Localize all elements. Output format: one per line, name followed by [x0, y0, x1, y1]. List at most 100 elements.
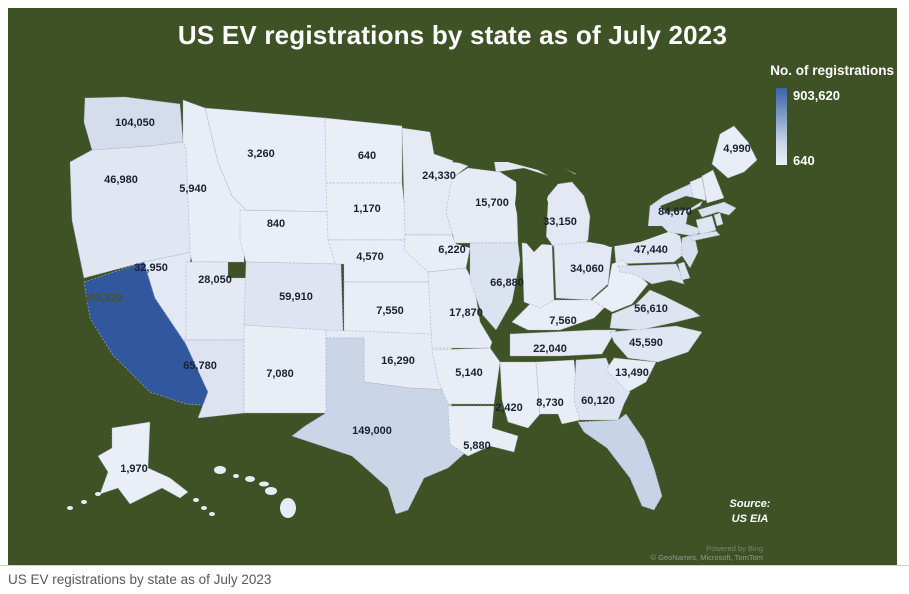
legend-title: No. of registrations — [770, 63, 894, 78]
page-caption: US EV registrations by state as of July … — [8, 572, 272, 587]
hawaii-island — [280, 498, 296, 518]
value-label-VA: 56,610 — [634, 303, 668, 315]
alaska-island — [81, 500, 87, 504]
state-WA — [83, 96, 184, 151]
value-label-LA: 5,880 — [463, 440, 491, 452]
state-ME — [711, 125, 758, 179]
state-GA — [573, 357, 631, 421]
state-AL — [535, 359, 581, 425]
value-label-MI: 33,150 — [543, 216, 577, 228]
state-CA — [83, 261, 215, 407]
value-label-OR: 46,980 — [104, 174, 138, 186]
value-label-WI: 15,700 — [475, 197, 509, 209]
value-label-MO: 17,870 — [449, 307, 483, 319]
value-label-ME: 4,990 — [723, 143, 751, 155]
value-label-WA: 104,050 — [115, 117, 155, 129]
value-label-IA: 6,220 — [438, 244, 466, 256]
value-label-MN: 24,330 — [422, 170, 456, 182]
value-label-ND: 640 — [358, 150, 376, 162]
state-VT — [689, 176, 707, 204]
powered-by-bing-watermark: Powered by Bing — [706, 544, 763, 553]
value-label-CO: 59,910 — [279, 291, 313, 303]
value-label-MT: 3,260 — [247, 148, 275, 160]
state-TN — [509, 329, 617, 357]
state-WY — [239, 209, 336, 265]
alaska-island — [209, 512, 215, 516]
value-label-NV: 32,950 — [134, 262, 168, 274]
hawaii-island — [259, 481, 269, 487]
lake-michigan — [515, 176, 548, 252]
alaska-island — [193, 498, 199, 502]
lake-huron — [588, 166, 626, 212]
state-MO — [427, 267, 493, 349]
state-RI — [713, 212, 724, 227]
geo-copyright-watermark: © GeoNames, Microsoft, TomTom — [650, 553, 764, 562]
lake-ontario — [660, 196, 704, 212]
state-LA — [447, 405, 519, 457]
state-FL — [577, 413, 663, 511]
state-MA — [697, 201, 737, 218]
source-value: US EIA — [731, 513, 769, 525]
state-NJ — [680, 233, 699, 269]
value-label-KS: 7,550 — [376, 305, 404, 317]
lake-superior — [452, 144, 578, 180]
state-AZ — [183, 339, 245, 419]
state-DE — [677, 261, 691, 281]
value-label-IL: 66,880 — [490, 277, 524, 289]
value-label-PA: 47,440 — [634, 244, 668, 256]
value-label-TX: 149,000 — [352, 425, 392, 437]
hawaii-island — [233, 474, 239, 478]
state-IA — [403, 234, 471, 273]
value-label-NE: 4,570 — [356, 251, 384, 263]
alaska-island — [67, 506, 73, 510]
value-label-KY: 7,560 — [549, 315, 577, 327]
state-VA — [609, 289, 701, 331]
value-label-AL: 8,730 — [536, 397, 564, 409]
value-label-MS: 2,420 — [495, 402, 523, 414]
value-label-SC: 13,490 — [615, 367, 649, 379]
value-label-AK: 1,970 — [120, 463, 148, 475]
legend-min-label: 640 — [793, 153, 815, 168]
state-NC — [609, 325, 703, 363]
value-label-NC: 45,590 — [629, 337, 663, 349]
value-label-GA: 60,120 — [581, 395, 615, 407]
state-NM — [243, 324, 327, 414]
state-NH — [701, 169, 725, 204]
value-label-AR: 5,140 — [455, 367, 483, 379]
map-attribution: Powered by Bing © GeoNames, Microsoft, T… — [651, 544, 764, 562]
caption-strip: US EV registrations by state as of July … — [0, 565, 909, 594]
state-TX — [291, 337, 467, 515]
alaska-island — [201, 506, 207, 510]
state-IL — [469, 242, 521, 331]
value-label-SD: 1,170 — [353, 203, 381, 215]
value-label-TN: 22,040 — [533, 343, 567, 355]
state-MS — [499, 361, 541, 429]
value-label-CA: 903,620 — [83, 292, 123, 304]
value-label-NM: 7,080 — [266, 368, 294, 380]
hawaii-island — [245, 476, 255, 482]
state-OH — [553, 241, 613, 301]
value-label-NY: 84,670 — [658, 206, 692, 218]
state-ID — [182, 99, 247, 263]
value-label-WY: 840 — [267, 218, 285, 230]
value-label-ID: 5,940 — [179, 183, 207, 195]
state-AK — [97, 421, 189, 505]
legend-max-label: 903,620 — [793, 88, 840, 103]
state-IN — [521, 242, 555, 309]
value-label-OH: 34,060 — [570, 263, 604, 275]
source-note: Source: US EIA — [706, 497, 794, 527]
state-WI — [445, 167, 519, 244]
chart-title: US EV registrations by state as of July … — [177, 20, 728, 50]
state-MD — [617, 263, 685, 285]
lake-erie — [592, 226, 668, 247]
state-SC — [605, 357, 657, 393]
state-NY-long-island — [689, 230, 721, 242]
value-label-UT: 28,050 — [198, 274, 232, 286]
hawaii-island — [214, 466, 226, 474]
hawaii-island — [265, 487, 277, 495]
state-CT — [695, 215, 717, 236]
alaska-island — [95, 492, 101, 496]
state-AR — [431, 347, 501, 405]
